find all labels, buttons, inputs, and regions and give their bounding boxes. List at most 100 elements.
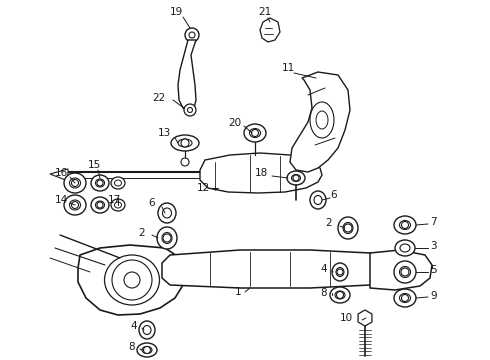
Polygon shape [370,250,432,290]
Circle shape [163,234,171,242]
Circle shape [181,158,189,166]
Text: 2: 2 [138,228,145,238]
Ellipse shape [332,263,348,281]
Ellipse shape [400,244,410,252]
Ellipse shape [399,293,411,302]
Ellipse shape [178,139,192,147]
Ellipse shape [343,222,353,234]
Circle shape [344,224,352,232]
Circle shape [251,130,259,136]
Circle shape [72,180,78,186]
Circle shape [337,269,343,275]
Text: 8: 8 [128,342,135,352]
Ellipse shape [64,195,86,215]
Ellipse shape [143,325,151,334]
Text: 17: 17 [108,195,121,205]
Ellipse shape [64,173,86,193]
Text: 4: 4 [320,264,327,274]
Text: 19: 19 [170,7,183,17]
Text: 6: 6 [148,198,155,208]
Ellipse shape [70,200,80,210]
Ellipse shape [163,208,172,218]
Text: 10: 10 [340,313,353,323]
Ellipse shape [394,216,416,234]
Ellipse shape [399,266,411,278]
Circle shape [337,292,343,298]
Text: 5: 5 [430,265,437,275]
Polygon shape [178,40,196,112]
Text: 11: 11 [282,63,295,73]
Circle shape [144,346,150,354]
Text: 9: 9 [430,291,437,301]
Text: 22: 22 [152,93,165,103]
Circle shape [181,139,189,147]
Ellipse shape [137,343,157,357]
Ellipse shape [162,233,172,243]
Text: 21: 21 [258,7,271,17]
Ellipse shape [115,202,122,208]
Circle shape [112,260,152,300]
Ellipse shape [395,240,415,256]
Ellipse shape [157,227,177,249]
Polygon shape [200,153,322,193]
Ellipse shape [394,261,416,283]
Ellipse shape [244,124,266,142]
Text: 1: 1 [235,287,242,297]
Text: 7: 7 [430,217,437,227]
Ellipse shape [91,197,109,213]
Circle shape [189,32,195,38]
Ellipse shape [330,287,350,303]
Circle shape [401,268,409,276]
Circle shape [185,28,199,42]
Ellipse shape [399,220,411,230]
Ellipse shape [292,175,300,181]
Text: 3: 3 [430,241,437,251]
Ellipse shape [70,178,80,188]
Text: 4: 4 [130,321,137,331]
Text: 15: 15 [88,160,101,170]
Text: 13: 13 [158,128,171,138]
Circle shape [401,294,409,302]
Ellipse shape [310,102,334,138]
Text: 16: 16 [55,168,68,178]
Ellipse shape [158,203,176,223]
Circle shape [97,180,103,186]
Polygon shape [290,72,350,172]
Text: 6: 6 [330,190,337,200]
Polygon shape [50,169,68,181]
Ellipse shape [314,195,322,204]
Ellipse shape [335,291,345,299]
Text: 2: 2 [325,218,332,228]
Text: 12: 12 [197,183,210,193]
Circle shape [293,175,299,181]
Ellipse shape [142,346,152,354]
Circle shape [124,272,140,288]
Text: 8: 8 [320,288,327,298]
Ellipse shape [104,255,160,305]
Circle shape [97,202,103,208]
Circle shape [188,108,193,113]
Ellipse shape [115,180,122,186]
Ellipse shape [287,171,305,185]
Ellipse shape [336,267,344,276]
Circle shape [184,104,196,116]
Ellipse shape [139,321,155,339]
Text: 20: 20 [228,118,241,128]
Ellipse shape [249,129,261,138]
Ellipse shape [91,175,109,191]
Ellipse shape [96,201,104,209]
Circle shape [401,221,409,229]
Polygon shape [162,250,395,288]
Text: 14: 14 [55,195,68,205]
Text: 18: 18 [255,168,268,178]
Ellipse shape [111,177,125,189]
Polygon shape [78,245,185,315]
Ellipse shape [171,135,199,151]
Ellipse shape [394,289,416,307]
Ellipse shape [310,191,326,209]
Circle shape [72,202,78,208]
Ellipse shape [111,199,125,211]
Ellipse shape [316,111,328,129]
Polygon shape [260,18,280,42]
Ellipse shape [96,179,104,187]
